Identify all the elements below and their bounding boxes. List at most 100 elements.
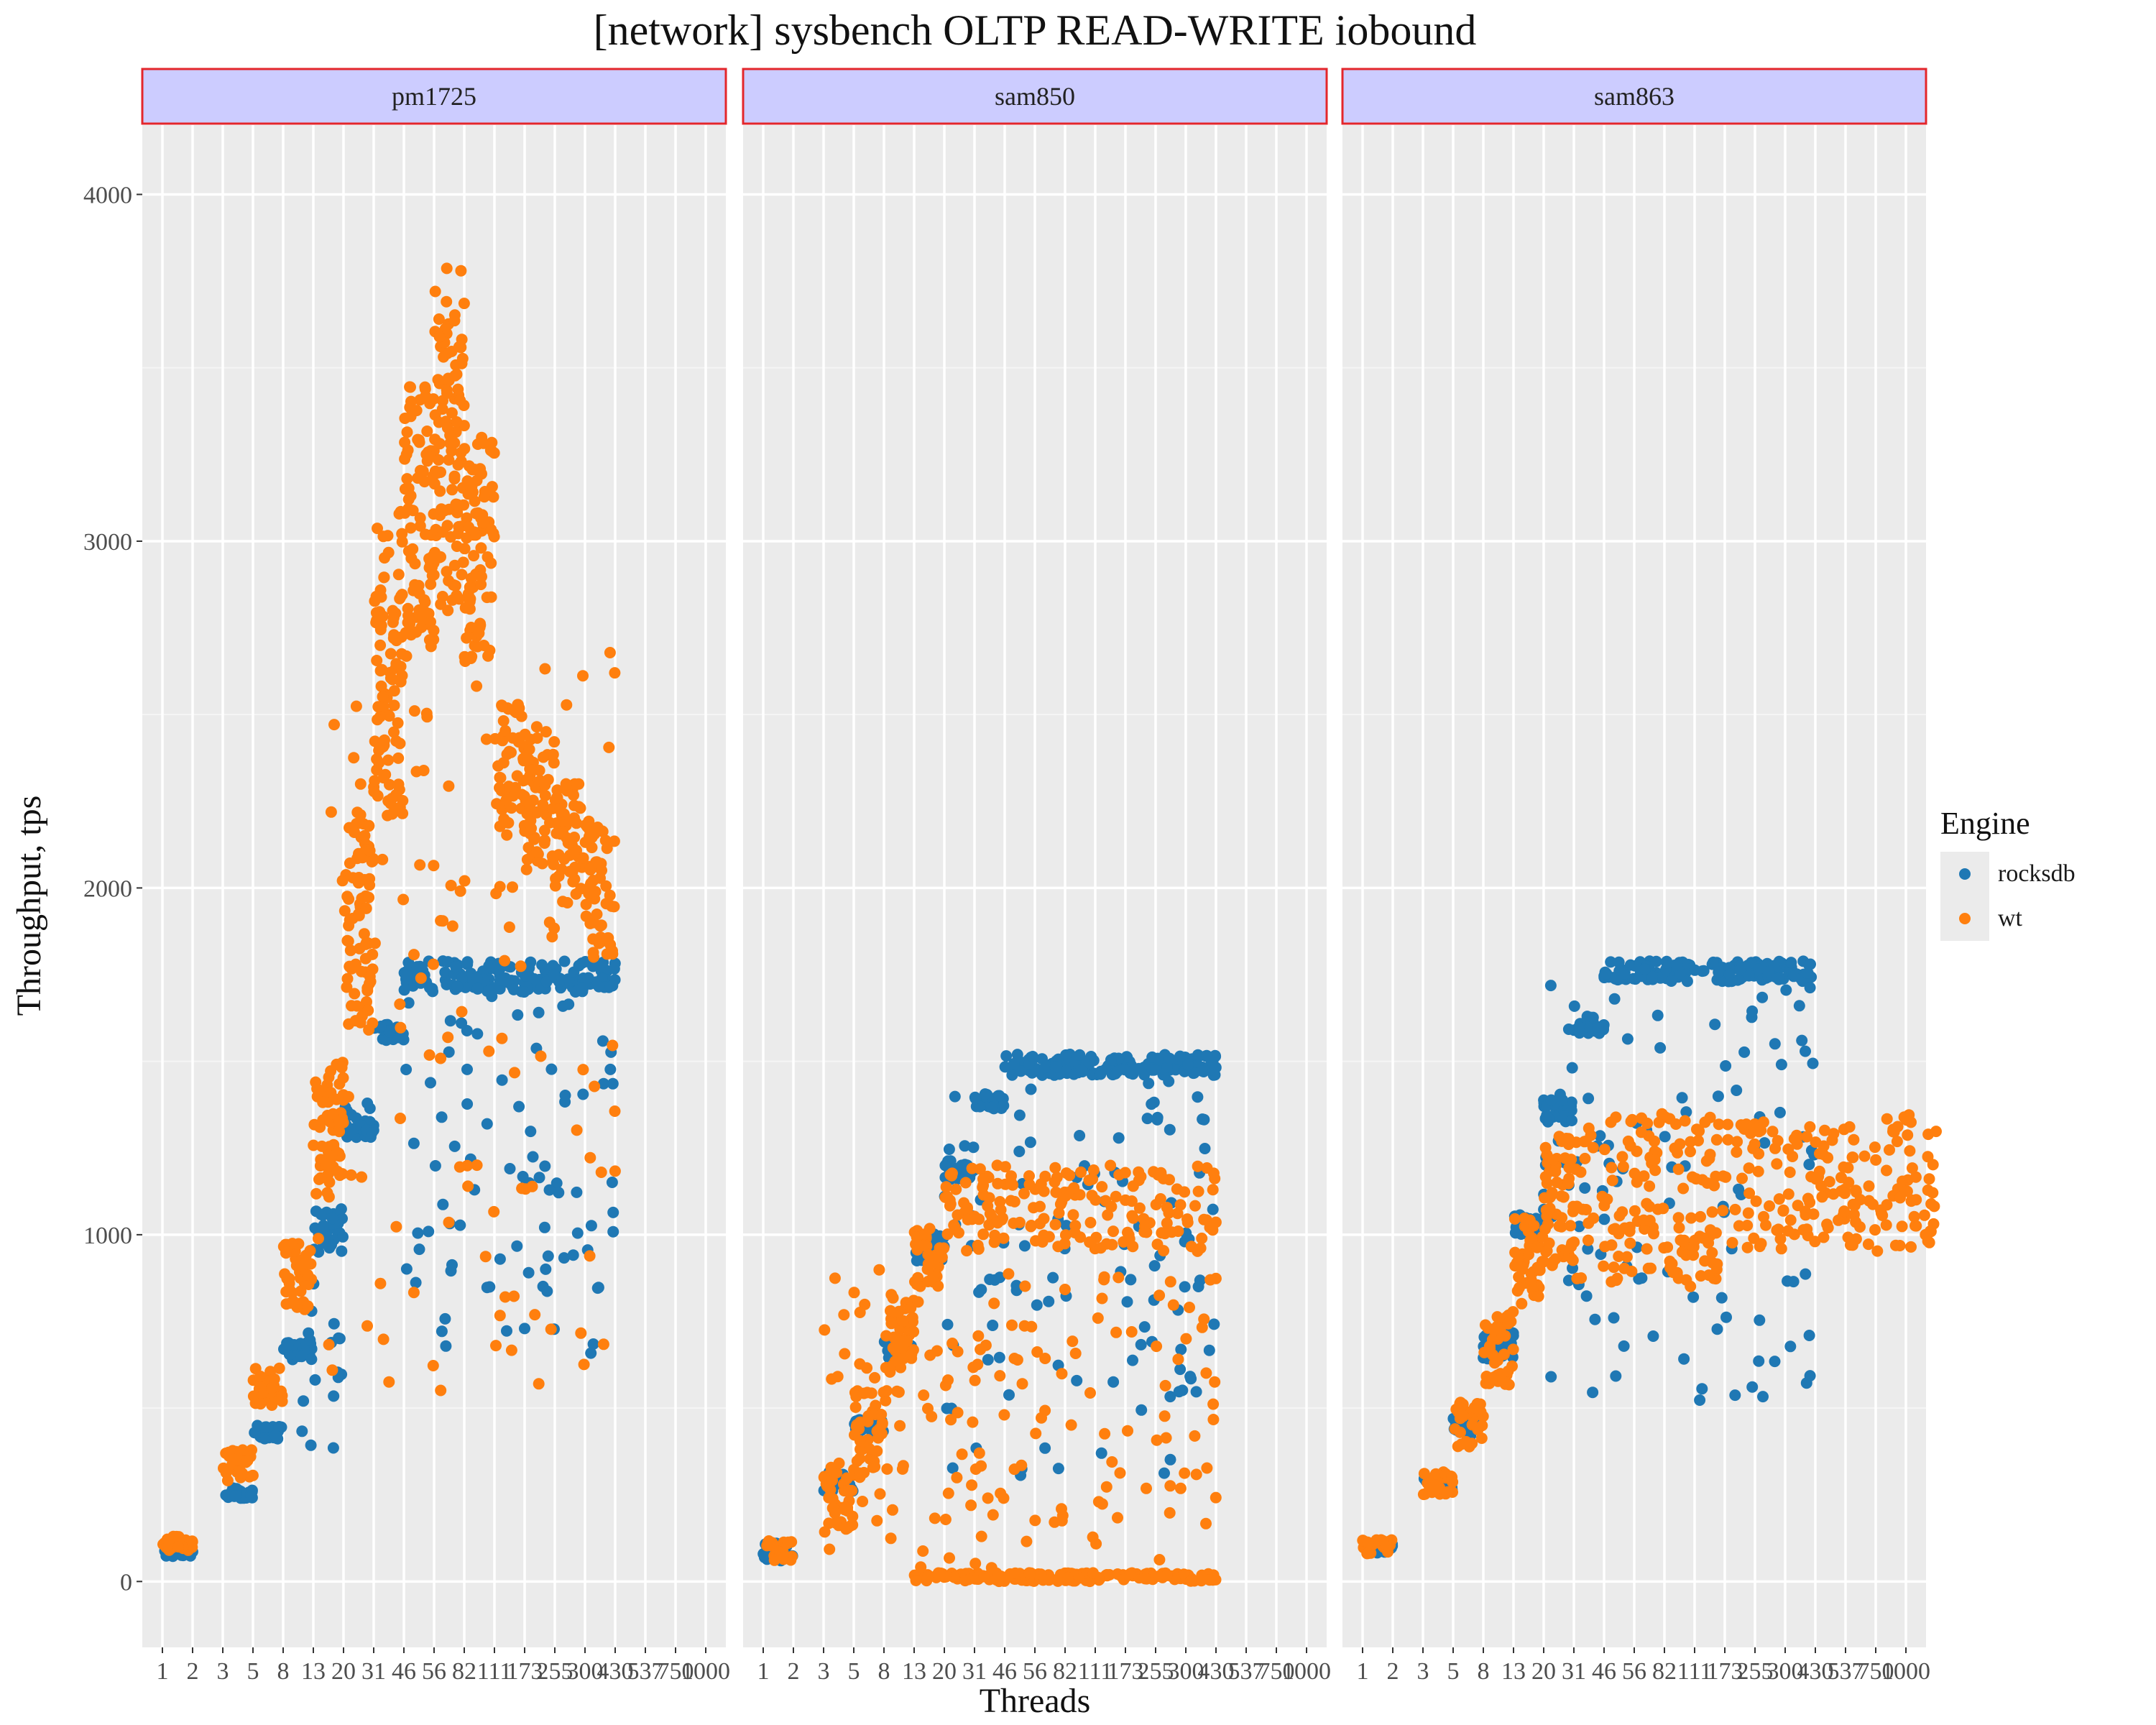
data-point xyxy=(318,1220,330,1232)
data-point xyxy=(547,748,559,760)
data-point xyxy=(401,473,413,485)
facet-strip-label: pm1725 xyxy=(392,82,476,111)
x-tick-label: 173 xyxy=(507,1658,543,1685)
data-point xyxy=(1742,1207,1754,1219)
data-point xyxy=(1200,1367,1212,1379)
data-point xyxy=(561,832,573,844)
data-point xyxy=(1562,1024,1575,1035)
data-point xyxy=(446,1259,458,1271)
data-point xyxy=(1200,1517,1212,1530)
data-point xyxy=(400,650,413,662)
data-point xyxy=(579,836,591,848)
data-point xyxy=(163,1544,175,1556)
data-point xyxy=(413,1243,425,1256)
data-point xyxy=(1513,1282,1525,1294)
data-point xyxy=(567,1249,579,1261)
data-point xyxy=(978,1570,990,1583)
data-point xyxy=(829,1517,842,1529)
data-point xyxy=(512,1009,524,1021)
data-point xyxy=(1738,1046,1751,1058)
data-point xyxy=(1003,1268,1015,1280)
data-point xyxy=(379,768,392,781)
data-point xyxy=(1672,1212,1685,1224)
data-point xyxy=(400,1263,413,1275)
data-point xyxy=(1053,1207,1065,1219)
data-point xyxy=(1870,1154,1882,1166)
data-point xyxy=(911,1255,923,1266)
data-point xyxy=(1611,1274,1623,1287)
data-point xyxy=(473,627,485,639)
data-point xyxy=(304,1245,316,1257)
legend: Engine rocksdb wt xyxy=(1940,805,2142,941)
data-point xyxy=(1068,1182,1080,1194)
data-point xyxy=(1650,955,1662,967)
data-point xyxy=(571,817,583,829)
data-point xyxy=(1074,1130,1086,1141)
legend-item-wt: wt xyxy=(1940,896,2142,941)
data-point xyxy=(542,1250,554,1262)
data-point xyxy=(325,1087,337,1099)
data-point xyxy=(347,872,359,884)
data-point xyxy=(310,1076,322,1088)
data-point xyxy=(400,969,413,981)
data-point xyxy=(919,1228,931,1241)
data-point xyxy=(1741,1241,1754,1254)
x-tick-label: 173 xyxy=(1107,1658,1144,1685)
data-point xyxy=(1720,1060,1732,1072)
data-point xyxy=(1802,1192,1814,1205)
data-point xyxy=(537,799,549,811)
data-point xyxy=(782,1537,794,1549)
data-point xyxy=(1135,1338,1147,1351)
data-point xyxy=(1618,1262,1631,1274)
data-point xyxy=(1031,1346,1044,1358)
data-point xyxy=(1784,1214,1797,1226)
data-point xyxy=(280,1286,292,1298)
data-point xyxy=(223,1446,235,1458)
data-point xyxy=(946,1169,958,1182)
data-point xyxy=(548,968,560,980)
data-point xyxy=(1902,1129,1914,1141)
data-point xyxy=(854,1435,866,1447)
data-point xyxy=(1151,1340,1163,1353)
data-point xyxy=(384,648,397,660)
data-point xyxy=(1087,1567,1099,1579)
data-point xyxy=(364,970,376,983)
data-point xyxy=(377,610,389,622)
data-point xyxy=(161,1533,173,1545)
data-point xyxy=(1135,1171,1147,1182)
data-point xyxy=(304,1334,316,1346)
data-point xyxy=(1015,1065,1027,1077)
facet-strip xyxy=(742,68,1328,125)
data-point xyxy=(1838,1187,1851,1200)
data-point xyxy=(608,901,620,913)
data-point xyxy=(325,806,337,818)
data-point xyxy=(379,734,390,746)
data-point xyxy=(988,1236,1000,1248)
data-point xyxy=(287,1295,299,1307)
data-point xyxy=(1204,1221,1216,1233)
data-point xyxy=(842,1501,854,1514)
data-point xyxy=(451,499,464,511)
data-point xyxy=(596,1035,609,1047)
data-point xyxy=(520,970,532,982)
data-point xyxy=(894,1420,906,1432)
data-point xyxy=(1628,1167,1641,1179)
data-point xyxy=(1749,1118,1761,1130)
data-point xyxy=(298,1395,310,1407)
data-point xyxy=(1164,1480,1176,1492)
chart-title: [network] sysbench OLTP READ-WRITE iobou… xyxy=(594,6,1477,54)
data-point xyxy=(998,1100,1010,1112)
data-point xyxy=(279,1268,291,1280)
data-point xyxy=(972,1243,985,1255)
data-point xyxy=(867,1461,879,1473)
data-point xyxy=(1161,1217,1173,1229)
data-point xyxy=(1800,1268,1812,1280)
data-point xyxy=(1528,1220,1540,1232)
data-point xyxy=(1813,1165,1825,1177)
data-point xyxy=(854,1443,866,1455)
data-point xyxy=(885,1317,898,1330)
data-point xyxy=(486,990,498,1003)
data-point xyxy=(494,782,505,794)
data-point xyxy=(583,815,595,827)
data-point xyxy=(1018,1187,1030,1200)
